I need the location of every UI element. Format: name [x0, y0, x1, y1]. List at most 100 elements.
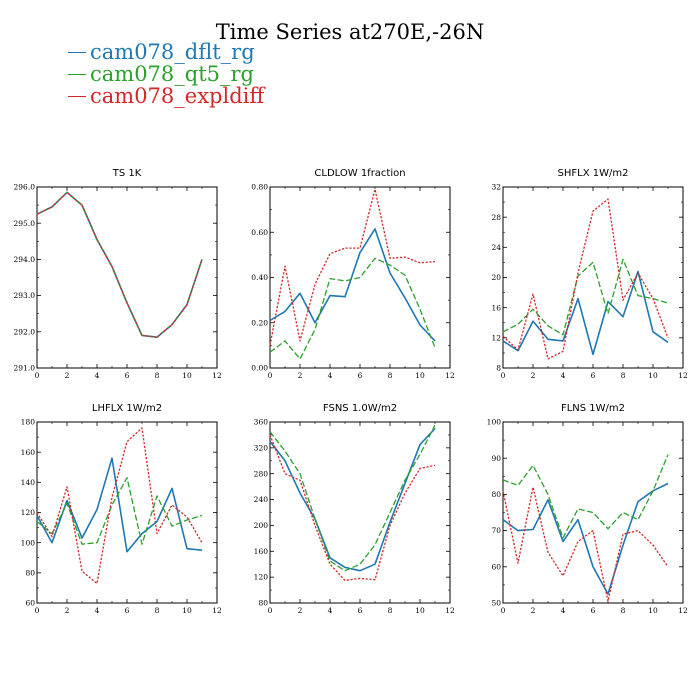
x-tick-label: 4 [95, 606, 100, 615]
plot-frame-ts [36, 186, 218, 369]
plot-frame-shflx [502, 186, 684, 369]
plot-frame-lhflx [36, 421, 218, 604]
y-tick-label: 0.00 [251, 364, 268, 373]
x-tick-label: 8 [388, 371, 393, 380]
legend-swatch-qt5 [68, 74, 86, 75]
x-tick-label: 2 [298, 371, 303, 380]
panel-title-fsns: FSNS 1.0W/m2 [323, 403, 397, 414]
x-tick-label: 8 [621, 606, 626, 615]
x-tick-label: 6 [591, 371, 596, 380]
panel-title-shflx: SHFLX 1W/m2 [558, 168, 629, 179]
panel-title-ts: TS 1K [112, 168, 142, 179]
panel-flns: FLNS 1W/m2 0 2 4 6 8 10 12 50 60 70 80 90 100 [487, 403, 688, 615]
series-line-fsns-cam078-expldiff [269, 434, 436, 582]
x-tick-label: 10 [415, 606, 425, 615]
y-tick-label: 70 [491, 526, 501, 535]
y-tick-label: 16 [491, 303, 501, 312]
series-line-ts-cam078-expldiff [36, 191, 203, 338]
x-tick-label: 6 [591, 606, 596, 615]
y-tick-label: 100 [21, 538, 36, 547]
x-tick-label: 0 [501, 371, 506, 380]
x-tick-label: 10 [415, 371, 425, 380]
x-tick-label: 8 [621, 371, 626, 380]
y-tick-label: 80 [491, 490, 501, 499]
x-tick-label: 12 [212, 371, 222, 380]
y-tick-label: 28 [491, 213, 501, 222]
series-line-shflx-cam078-dflt-rg [502, 270, 669, 356]
y-tick-label: 240 [254, 495, 269, 504]
x-tick-label: 2 [531, 606, 536, 615]
page-title: Time Series at270E,-26N [215, 20, 485, 44]
legend-swatch-expldiff [68, 96, 86, 97]
series-line-shflx-cam078-qt5-rg [502, 258, 669, 336]
y-tick-label: 8 [496, 364, 501, 373]
y-tick-label: 80 [258, 599, 268, 608]
series-line-cldlow-cam078-qt5-rg [269, 257, 436, 360]
x-tick-label: 8 [388, 606, 393, 615]
legend-item-dflt: cam078_dflt_rg [68, 41, 264, 63]
series-line-ts-cam078-dflt-rg [36, 191, 203, 339]
series-line-cldlow-cam078-dflt-rg [269, 228, 436, 342]
series-line-flns-cam078-dflt-rg [502, 482, 669, 595]
y-tick-label: 296.0 [14, 183, 36, 192]
plot-frame-flns [502, 421, 684, 604]
x-tick-label: 6 [358, 371, 363, 380]
y-tick-label: 360 [254, 418, 269, 427]
x-tick-label: 4 [328, 606, 333, 615]
x-tick-label: 10 [182, 371, 192, 380]
series-line-lhflx-cam078-qt5-rg [36, 477, 203, 545]
y-tick-label: 120 [254, 573, 269, 582]
y-tick-label: 180 [21, 418, 36, 427]
y-tick-label: 280 [254, 469, 269, 478]
x-tick-label: 2 [298, 606, 303, 615]
x-tick-label: 0 [501, 606, 506, 615]
x-tick-label: 4 [95, 371, 100, 380]
y-tick-label: 32 [491, 183, 501, 192]
y-tick-label: 160 [254, 547, 269, 556]
x-tick-label: 6 [125, 371, 130, 380]
series-line-flns-cam078-qt5-rg [502, 454, 669, 539]
y-tick-label: 50 [491, 599, 501, 608]
panel-title-flns: FLNS 1W/m2 [561, 403, 625, 414]
y-tick-label: 0.40 [251, 273, 268, 282]
x-tick-label: 10 [648, 606, 658, 615]
legend: cam078_dflt_rg cam078_qt5_rg cam078_expl… [68, 41, 264, 107]
y-tick-label: 60 [491, 562, 501, 571]
x-tick-label: 4 [328, 371, 333, 380]
x-tick-label: 12 [212, 606, 222, 615]
x-tick-label: 6 [125, 606, 130, 615]
y-tick-label: 100 [487, 418, 502, 427]
y-tick-label: 160 [21, 448, 36, 457]
x-tick-label: 6 [358, 606, 363, 615]
x-tick-label: 2 [65, 606, 70, 615]
x-tick-label: 4 [561, 371, 566, 380]
y-tick-label: 291.0 [14, 364, 36, 373]
panel-lhflx: LHFLX 1W/m2 0 2 4 6 8 10 12 60 80 100 120 140 160 180 [21, 403, 222, 615]
panel-title-lhflx: LHFLX 1W/m2 [92, 403, 162, 414]
y-tick-label: 80 [25, 568, 35, 577]
x-tick-label: 0 [268, 606, 273, 615]
y-tick-label: 0.60 [251, 228, 268, 237]
x-tick-label: 10 [648, 371, 658, 380]
x-tick-label: 0 [35, 606, 40, 615]
x-tick-label: 0 [268, 371, 273, 380]
x-tick-label: 12 [678, 371, 688, 380]
y-tick-label: 295.0 [14, 219, 36, 228]
y-tick-label: 24 [491, 243, 501, 252]
legend-item-qt5: cam078_qt5_rg [68, 63, 264, 85]
y-tick-label: 293.0 [14, 291, 36, 300]
legend-label-qt5: cam078_qt5_rg [90, 62, 255, 86]
x-tick-label: 2 [531, 371, 536, 380]
y-tick-label: 0.80 [251, 183, 268, 192]
y-tick-label: 320 [254, 443, 269, 452]
panel-ts: TS 1K 0 2 4 6 8 10 12 291.0 292.0 293.0 294.0 295.0 2… [14, 168, 222, 380]
y-tick-label: 20 [491, 273, 501, 282]
y-tick-label: 294.0 [14, 255, 36, 264]
legend-label-dflt: cam078_dflt_rg [90, 40, 255, 64]
y-tick-label: 120 [21, 508, 36, 517]
x-tick-label: 0 [35, 371, 40, 380]
x-tick-label: 10 [182, 606, 192, 615]
series-line-lhflx-cam078-expldiff [36, 427, 203, 585]
